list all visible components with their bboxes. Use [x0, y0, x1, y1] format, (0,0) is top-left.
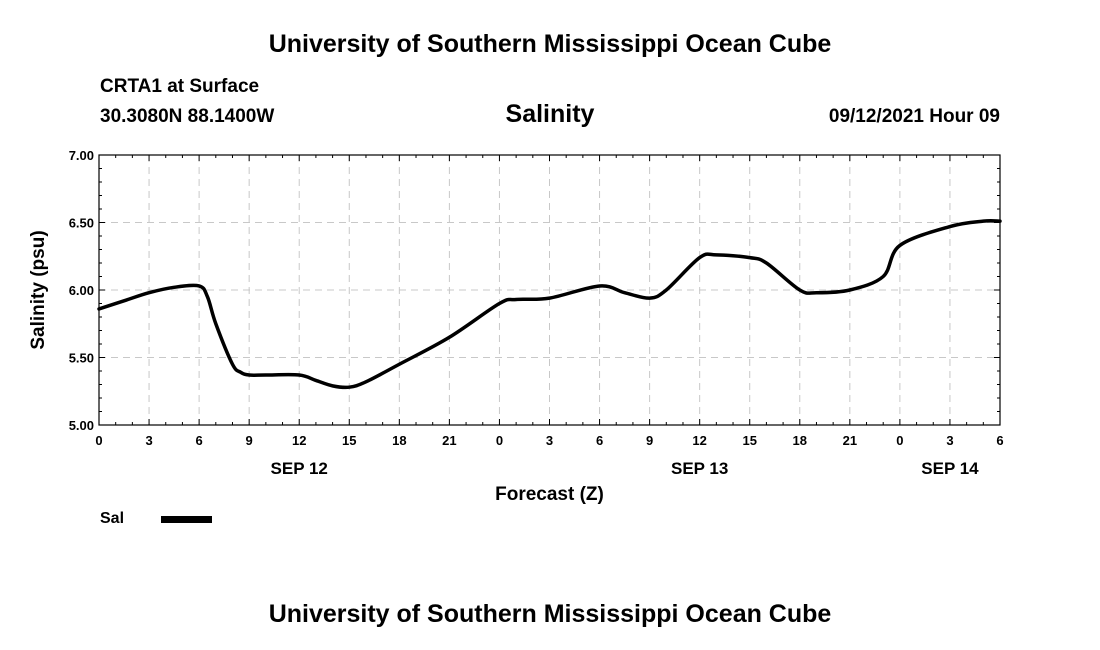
chart-title: University of Southern Mississippi Ocean…: [268, 30, 832, 58]
day-label: SEP 13: [671, 459, 728, 478]
x-tick-label: 6: [195, 433, 202, 448]
day-label: SEP 14: [921, 459, 979, 478]
legend-label: Sal: [100, 510, 125, 527]
x-tick-label: 12: [292, 433, 306, 448]
forecast-datetime: 09/12/2021 Hour 09: [828, 106, 1000, 127]
axis-layer: [98, 154, 1001, 426]
label-layer: 0 3 6 9 12 15 18 21 0 3 6 9 12 15 18 21 0 3 6 5.00 5.50 6.00 6…: [28, 148, 1004, 505]
x-tick-label: 15: [742, 433, 756, 448]
x-tick-label: 15: [342, 433, 356, 448]
station-name: CRTA1 at Surface: [100, 76, 260, 97]
x-tick-label: 6: [596, 433, 603, 448]
x-tick-label: 0: [896, 433, 903, 448]
x-tick-label: 3: [145, 433, 152, 448]
x-tick-label: 12: [692, 433, 706, 448]
grid-layer: [99, 155, 1000, 425]
series-layer: [97, 219, 1002, 390]
y-tick-label: 5.50: [69, 351, 94, 366]
x-tick-label: 6: [996, 433, 1003, 448]
legend-line-swatch: [161, 516, 212, 523]
y-tick-label: 5.00: [69, 418, 94, 433]
day-label: SEP 12: [271, 459, 328, 478]
x-tick-label: 9: [246, 433, 253, 448]
y-axis-title: Salinity (psu): [28, 230, 49, 349]
y-tick-label: 6.00: [69, 283, 94, 298]
footer-title: University of Southern Mississippi Ocean…: [268, 600, 832, 628]
x-tick-label: 0: [496, 433, 503, 448]
x-tick-label: 18: [793, 433, 807, 448]
y-tick-label: 6.50: [69, 216, 94, 231]
x-tick-label: 18: [392, 433, 406, 448]
x-tick-label: 21: [843, 433, 857, 448]
series-line-sal: [97, 219, 1002, 390]
variable-title: Salinity: [505, 100, 595, 128]
x-tick-label: 9: [646, 433, 653, 448]
x-tick-label: 3: [546, 433, 553, 448]
x-tick-label: 21: [442, 433, 456, 448]
x-tick-label: 3: [946, 433, 953, 448]
station-coordinates: 30.3080N 88.1400W: [100, 106, 275, 127]
x-tick-label: 0: [95, 433, 102, 448]
x-axis-title: Forecast (Z): [495, 484, 604, 505]
y-tick-label: 7.00: [69, 148, 94, 163]
